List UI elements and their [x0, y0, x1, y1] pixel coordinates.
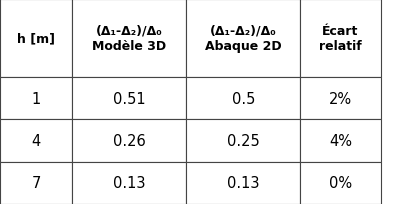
Bar: [299, 78, 380, 120]
Text: 0.51: 0.51: [113, 91, 145, 106]
Bar: [0, 78, 72, 120]
Bar: [186, 162, 299, 204]
Bar: [72, 0, 186, 78]
Text: (Δ₁-Δ₂)/Δ₀
Modèle 3D: (Δ₁-Δ₂)/Δ₀ Modèle 3D: [92, 24, 166, 53]
Bar: [72, 120, 186, 162]
Text: 4%: 4%: [328, 133, 351, 148]
Text: 0.13: 0.13: [113, 175, 145, 190]
Text: 4: 4: [31, 133, 41, 148]
Text: 2%: 2%: [328, 91, 351, 106]
Text: 0.5: 0.5: [231, 91, 254, 106]
Bar: [0, 120, 72, 162]
Text: h [m]: h [m]: [17, 32, 55, 45]
Text: 1: 1: [31, 91, 41, 106]
Text: 0.25: 0.25: [226, 133, 259, 148]
Bar: [0, 162, 72, 204]
Bar: [186, 120, 299, 162]
Text: Écart
relatif: Écart relatif: [318, 24, 361, 53]
Bar: [0, 0, 72, 78]
Bar: [299, 0, 380, 78]
Text: 0.13: 0.13: [226, 175, 259, 190]
Bar: [186, 0, 299, 78]
Text: 0.26: 0.26: [113, 133, 145, 148]
Bar: [186, 78, 299, 120]
Bar: [299, 120, 380, 162]
Bar: [72, 78, 186, 120]
Text: (Δ₁-Δ₂)/Δ₀
Abaque 2D: (Δ₁-Δ₂)/Δ₀ Abaque 2D: [204, 24, 281, 53]
Bar: [299, 162, 380, 204]
Text: 0%: 0%: [328, 175, 351, 190]
Bar: [72, 162, 186, 204]
Text: 7: 7: [31, 175, 41, 190]
